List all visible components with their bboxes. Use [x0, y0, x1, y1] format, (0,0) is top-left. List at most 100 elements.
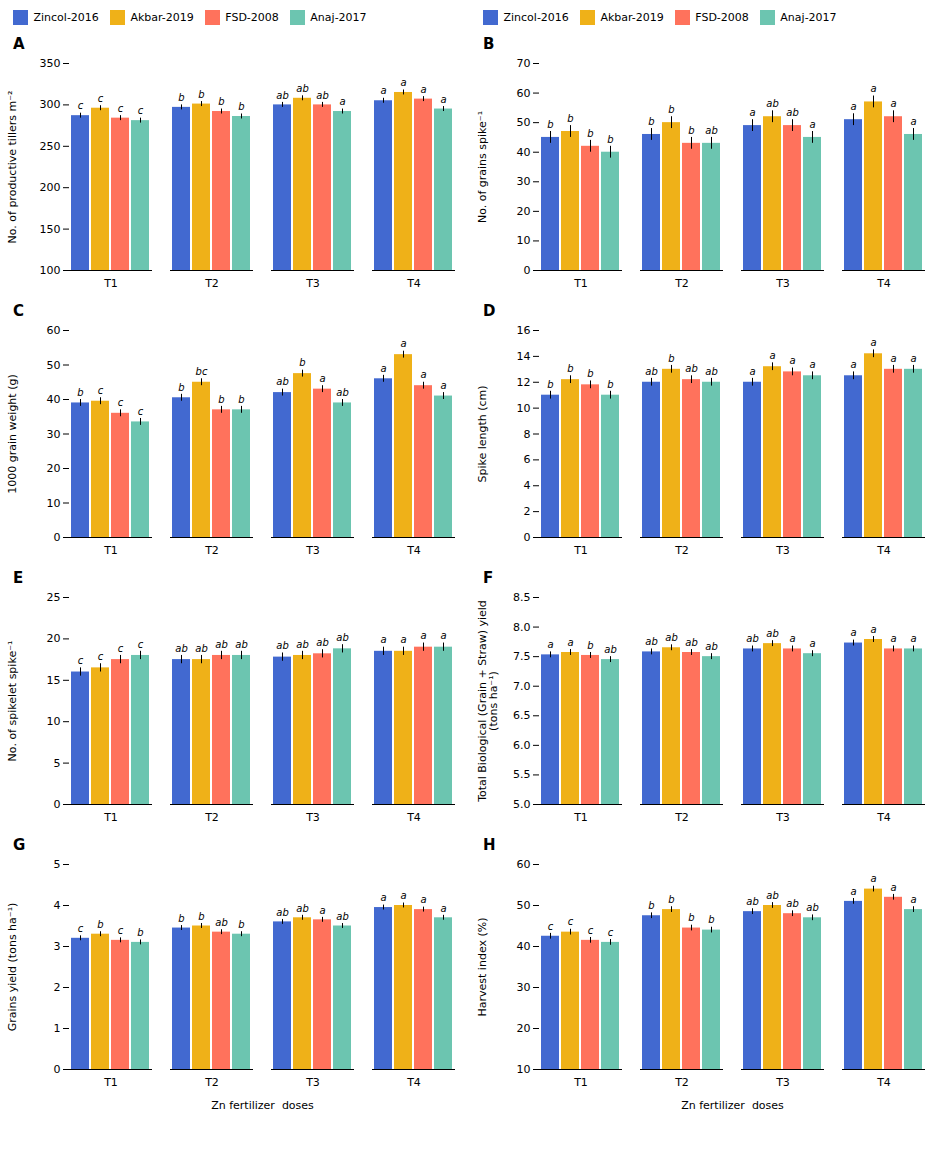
svg-text:12: 12 — [517, 376, 531, 389]
svg-text:ab: ab — [276, 640, 288, 651]
svg-text:b: b — [547, 119, 553, 130]
svg-text:b: b — [198, 89, 204, 100]
svg-text:b: b — [218, 96, 224, 107]
svg-text:a: a — [420, 84, 426, 95]
svg-text:ab: ab — [705, 125, 717, 136]
svg-text:Harvest index (%): Harvest index (%) — [476, 918, 489, 1017]
svg-text:c: c — [568, 916, 574, 927]
svg-text:20: 20 — [517, 205, 531, 218]
svg-text:b: b — [587, 368, 593, 379]
svg-text:ab: ab — [316, 637, 328, 648]
svg-text:Zn fertilizer doses: Zn fertilizer doses — [211, 1099, 314, 1112]
svg-text:Zn fertilizer doses: Zn fertilizer doses — [681, 1099, 784, 1112]
svg-text:30: 30 — [47, 428, 61, 441]
svg-text:a: a — [910, 353, 916, 364]
svg-text:ab: ab — [235, 639, 247, 650]
svg-text:ab: ab — [766, 628, 778, 639]
svg-text:Spike length (cm): Spike length (cm) — [476, 385, 489, 482]
svg-text:b: b — [198, 911, 204, 922]
svg-text:a: a — [850, 627, 856, 638]
svg-text:T2: T2 — [204, 544, 219, 557]
svg-text:ab: ab — [786, 107, 798, 118]
svg-text:b: b — [607, 134, 613, 145]
svg-text:a: a — [910, 633, 916, 644]
svg-text:b: b — [547, 379, 553, 390]
svg-text:ab: ab — [746, 633, 758, 644]
svg-text:1: 1 — [54, 1022, 61, 1035]
svg-text:b: b — [648, 116, 654, 127]
svg-text:T3: T3 — [775, 1076, 790, 1089]
svg-text:10: 10 — [47, 497, 61, 510]
svg-text:T4: T4 — [876, 277, 891, 290]
svg-text:50: 50 — [47, 359, 61, 372]
svg-text:350: 350 — [40, 57, 61, 70]
svg-text:No. of spikelet spike⁻¹: No. of spikelet spike⁻¹ — [6, 641, 19, 762]
svg-text:7.5: 7.5 — [513, 650, 531, 663]
svg-text:a: a — [789, 355, 795, 366]
svg-text:b: b — [178, 92, 184, 103]
svg-text:ab: ab — [786, 898, 798, 909]
svg-text:10: 10 — [517, 1063, 531, 1076]
svg-text:a: a — [400, 338, 406, 349]
svg-text:ab: ab — [705, 641, 717, 652]
svg-text:b: b — [218, 394, 224, 405]
svg-text:a: a — [339, 96, 345, 107]
svg-text:ab: ab — [276, 907, 288, 918]
svg-text:ab: ab — [705, 366, 717, 377]
svg-text:a: a — [380, 85, 386, 96]
svg-text:50: 50 — [517, 899, 531, 912]
svg-text:60: 60 — [517, 858, 531, 871]
svg-text:25: 25 — [47, 591, 61, 604]
svg-text:a: a — [420, 630, 426, 641]
svg-text:c: c — [118, 925, 124, 936]
svg-text:T4: T4 — [876, 811, 891, 824]
svg-text:T2: T2 — [674, 1076, 689, 1089]
svg-text:100: 100 — [40, 264, 61, 277]
svg-text:20: 20 — [517, 1022, 531, 1035]
svg-text:Grains yield (tons ha⁻¹): Grains yield (tons ha⁻¹) — [6, 903, 19, 1032]
svg-text:a: a — [809, 638, 815, 649]
svg-text:c: c — [98, 651, 104, 662]
svg-text:ab: ab — [276, 376, 288, 387]
svg-text:c: c — [78, 923, 84, 934]
svg-text:40: 40 — [517, 940, 531, 953]
svg-text:6.5: 6.5 — [513, 709, 531, 722]
svg-text:b: b — [688, 912, 694, 923]
svg-text:b: b — [708, 914, 714, 925]
svg-text:T1: T1 — [103, 544, 118, 557]
svg-text:b: b — [587, 640, 593, 651]
svg-text:a: a — [809, 119, 815, 130]
svg-text:a: a — [440, 380, 446, 391]
svg-text:a: a — [440, 94, 446, 105]
svg-text:20: 20 — [47, 462, 61, 475]
svg-text:a: a — [769, 350, 775, 361]
svg-text:ab: ab — [766, 98, 778, 109]
svg-text:T2: T2 — [204, 277, 219, 290]
svg-text:b: b — [238, 394, 244, 405]
svg-text:c: c — [608, 927, 614, 938]
svg-text:b: b — [607, 379, 613, 390]
svg-text:150: 150 — [40, 223, 61, 236]
svg-text:bc: bc — [196, 366, 208, 377]
svg-text:T3: T3 — [775, 544, 790, 557]
svg-text:a: a — [380, 363, 386, 374]
svg-text:c: c — [118, 643, 124, 654]
svg-text:T1: T1 — [103, 277, 118, 290]
svg-text:300: 300 — [40, 98, 61, 111]
svg-text:7.0: 7.0 — [513, 680, 531, 693]
svg-text:10: 10 — [47, 715, 61, 728]
svg-text:8.5: 8.5 — [513, 591, 531, 604]
svg-text:ab: ab — [296, 83, 308, 94]
svg-text:c: c — [138, 105, 144, 116]
svg-text:a: a — [749, 107, 755, 118]
svg-text:b: b — [238, 919, 244, 930]
svg-text:10: 10 — [517, 402, 531, 415]
svg-text:a: a — [440, 630, 446, 641]
svg-text:40: 40 — [47, 393, 61, 406]
svg-text:6.0: 6.0 — [513, 739, 531, 752]
svg-text:ab: ab — [766, 890, 778, 901]
svg-text:T4: T4 — [876, 544, 891, 557]
svg-text:c: c — [138, 406, 144, 417]
svg-text:b: b — [688, 125, 694, 136]
svg-text:10: 10 — [517, 234, 531, 247]
